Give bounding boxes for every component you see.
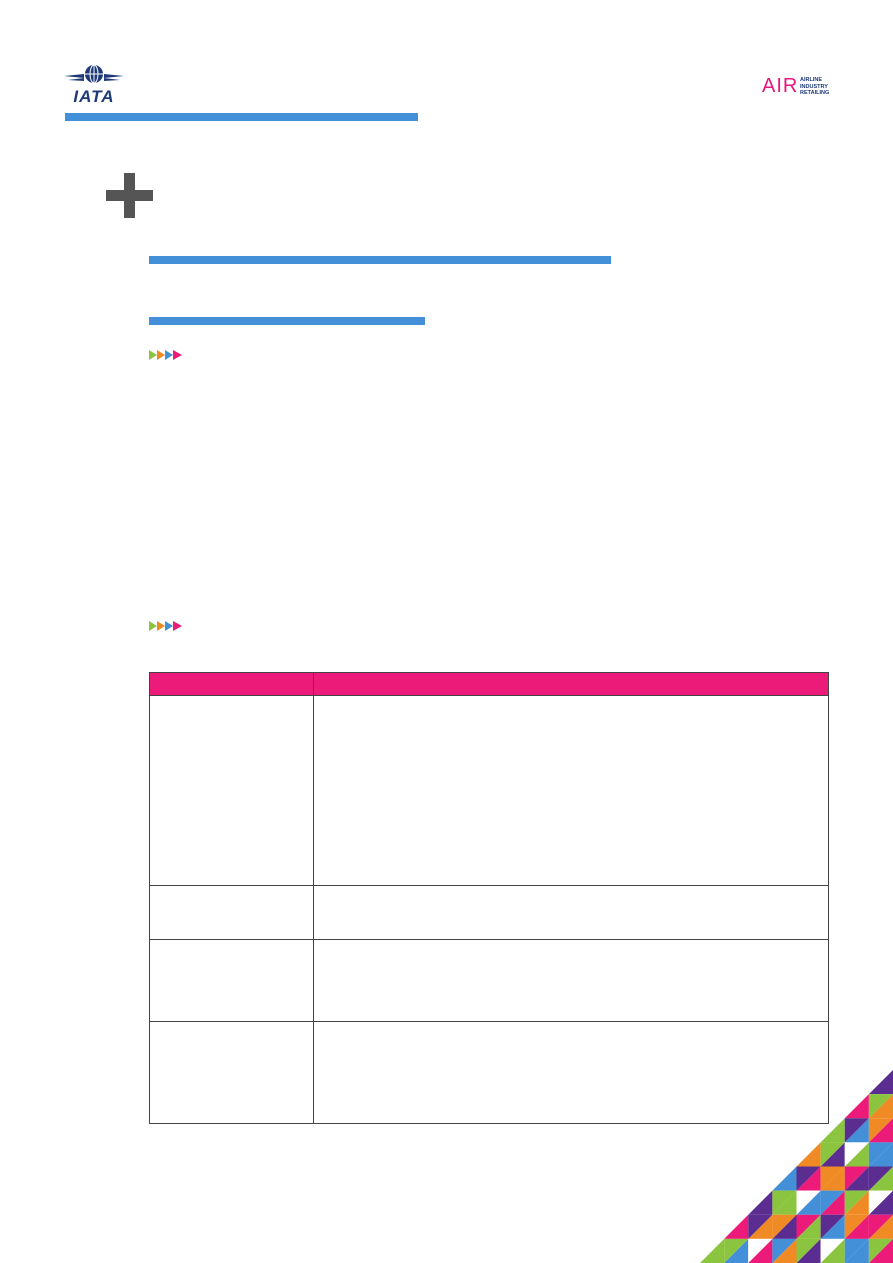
pattern-triangle	[748, 1190, 773, 1215]
air-logo-line-1: AIRLINE	[800, 77, 822, 83]
section-heading-rule	[149, 256, 611, 264]
table-row-divider	[150, 695, 828, 696]
pattern-triangle	[748, 1214, 773, 1239]
table-row-divider	[150, 939, 828, 940]
pattern-triangle	[868, 1118, 893, 1143]
air-logo-word: AIR	[762, 75, 799, 97]
pattern-triangle	[820, 1190, 845, 1215]
pattern-triangle	[844, 1214, 869, 1239]
pattern-triangle	[868, 1214, 893, 1239]
pattern-triangle	[748, 1238, 773, 1263]
pattern-triangle	[820, 1214, 845, 1239]
pattern-triangle	[868, 1190, 893, 1215]
pattern-triangle	[820, 1142, 845, 1167]
table-header-cell	[314, 673, 826, 695]
globe-wings-icon	[64, 64, 124, 84]
pattern-triangle	[844, 1190, 869, 1215]
pattern-triangle	[868, 1166, 893, 1191]
air-logo-line-2: INDUSTRY	[800, 83, 828, 90]
pattern-triangle	[844, 1166, 869, 1191]
pattern-triangle	[772, 1166, 797, 1191]
air-logo-subtitle: AIRLINE INDUSTRY RETAILING	[800, 77, 829, 97]
table-header-row	[150, 673, 828, 695]
subsection-heading-rule	[149, 317, 425, 325]
pattern-triangle	[844, 1118, 869, 1143]
pattern-triangle	[724, 1214, 749, 1239]
pattern-triangle	[868, 1070, 893, 1095]
iata-logo: IATA	[62, 62, 126, 106]
data-table	[149, 672, 829, 1124]
arrow-marker-icon	[149, 621, 182, 631]
iata-wordmark: IATA	[73, 87, 115, 106]
air-logo: AIR AIRLINE INDUSTRY RETAILING	[762, 74, 834, 100]
pattern-triangle	[772, 1214, 797, 1239]
arrow-marker-icon	[149, 350, 182, 360]
table-header-cell	[150, 673, 312, 695]
pattern-triangle	[772, 1190, 797, 1215]
pattern-triangle	[724, 1238, 749, 1263]
pattern-triangle	[796, 1142, 821, 1167]
pattern-triangle	[820, 1118, 845, 1143]
pattern-triangle	[796, 1166, 821, 1191]
pattern-triangle	[844, 1094, 869, 1119]
pattern-triangle	[796, 1190, 821, 1215]
pattern-triangle	[820, 1238, 845, 1263]
pattern-triangle	[820, 1166, 845, 1191]
pattern-triangle	[700, 1238, 725, 1263]
pattern-triangle	[868, 1142, 893, 1167]
table-row-divider	[150, 885, 828, 886]
pattern-triangle	[844, 1142, 869, 1167]
pattern-triangle	[868, 1238, 893, 1263]
pattern-triangle	[772, 1238, 797, 1263]
air-logo-line-3: RETAILING	[800, 90, 830, 96]
pattern-triangle	[796, 1214, 821, 1239]
plus-icon	[106, 173, 153, 218]
table-column-divider	[313, 673, 314, 1123]
pattern-triangle	[796, 1238, 821, 1263]
table-row-divider	[150, 1021, 828, 1022]
triangle-pattern	[700, 1070, 893, 1263]
pattern-triangle	[868, 1094, 893, 1119]
pattern-triangle	[844, 1238, 869, 1263]
header-rule	[65, 113, 418, 121]
